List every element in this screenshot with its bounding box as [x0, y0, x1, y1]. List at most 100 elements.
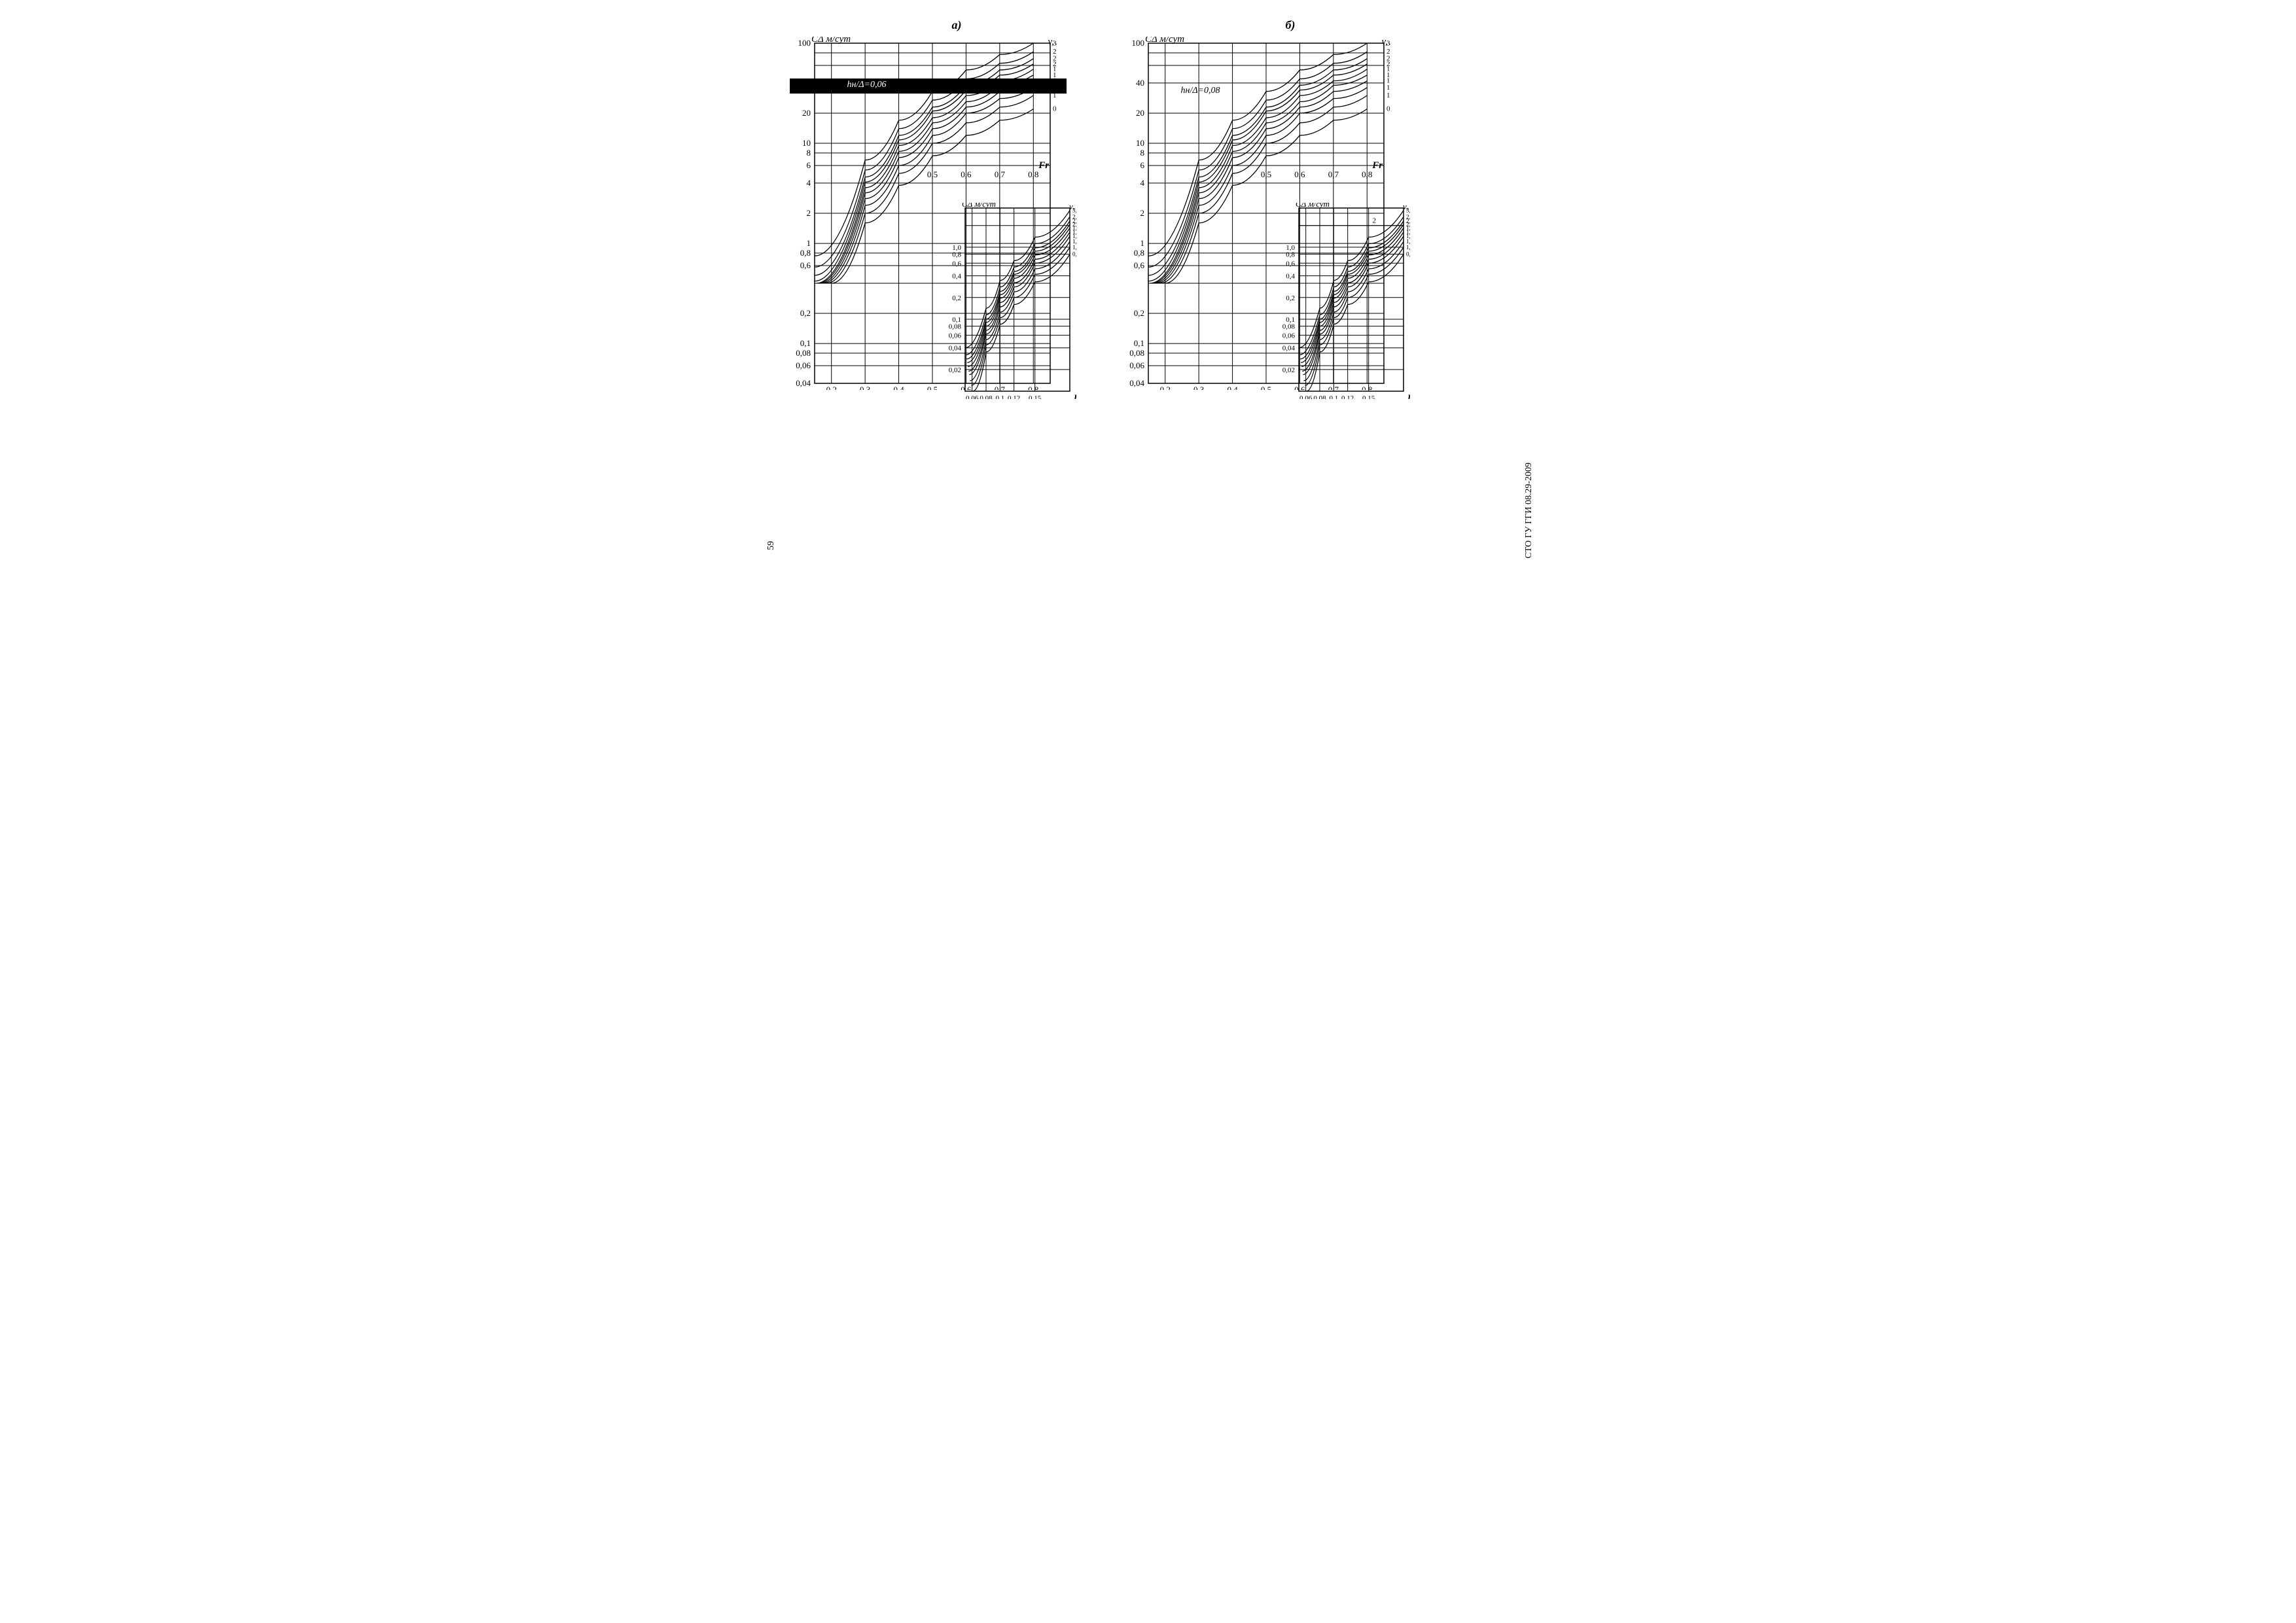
- svg-text:Fr: Fr: [1407, 393, 1410, 399]
- svg-text:8: 8: [806, 148, 811, 158]
- svg-text:3,0: 3,0: [1053, 40, 1057, 48]
- svg-text:0,6: 0,6: [1286, 260, 1295, 268]
- svg-text:0,1: 0,1: [800, 338, 810, 348]
- svg-text:0,15: 0,15: [1029, 394, 1042, 399]
- svg-text:2,2: 2,2: [1053, 55, 1057, 63]
- page-number: 59: [766, 541, 777, 550]
- svg-text:20: 20: [1136, 108, 1144, 118]
- svg-text:0,8: 0,8: [1028, 169, 1038, 179]
- svg-text:0,6: 0,6: [952, 260, 961, 268]
- svg-text:0,06: 0,06: [966, 394, 979, 399]
- svg-text:0,1: 0,1: [1133, 338, 1144, 348]
- svg-text:3,0: 3,0: [1386, 40, 1390, 48]
- doc-code: СТО ГУ ГГИ 08.29-2009: [1524, 462, 1534, 559]
- svg-text:0,6: 0,6: [800, 260, 811, 270]
- svg-text:0,5: 0,5: [927, 169, 937, 179]
- svg-text:6: 6: [1140, 160, 1144, 170]
- svg-text:4: 4: [1140, 178, 1144, 188]
- svg-text:0,02: 0,02: [948, 366, 961, 374]
- svg-text:0,7: 0,7: [1328, 169, 1339, 179]
- svg-text:0,12: 0,12: [1341, 394, 1354, 399]
- svg-text:0,12: 0,12: [1008, 394, 1020, 399]
- svg-text:1,0: 1,0: [1286, 244, 1295, 252]
- svg-text:CΔ м/сут: CΔ м/сут: [962, 203, 996, 209]
- svg-text:2: 2: [806, 208, 811, 218]
- svg-text:0,5: 0,5: [927, 385, 937, 390]
- svg-text:Fr: Fr: [1073, 393, 1076, 399]
- svg-text:0,1: 0,1: [995, 394, 1004, 399]
- black-band-a: [790, 79, 1067, 94]
- svg-text:0,08: 0,08: [1129, 348, 1144, 358]
- svg-text:0,6: 0,6: [1294, 169, 1305, 179]
- svg-text:0,6: 0,6: [1133, 260, 1144, 270]
- svg-text:4: 4: [806, 178, 811, 188]
- svg-text:0,8: 0,8: [1362, 169, 1372, 179]
- svg-text:0,4: 0,4: [1227, 385, 1238, 390]
- svg-text:CΔ м/сут: CΔ м/сут: [1145, 37, 1184, 44]
- svg-text:0,02: 0,02: [1282, 366, 1294, 374]
- svg-text:0,5: 0,5: [1260, 169, 1271, 179]
- hd-label-b: hн/Δ=0,08: [1181, 86, 1220, 96]
- svg-text:0,08: 0,08: [948, 323, 961, 331]
- svg-text:0,8: 0,8: [1053, 105, 1057, 113]
- svg-text:1,0: 1,0: [952, 244, 961, 252]
- svg-text:0,7: 0,7: [994, 169, 1005, 179]
- svg-text:1,0: 1,0: [1386, 92, 1390, 99]
- svg-text:0,4: 0,4: [1286, 273, 1295, 281]
- svg-text:100: 100: [1131, 38, 1144, 48]
- svg-text:0,4: 0,4: [893, 385, 904, 390]
- svg-text:0,5: 0,5: [1260, 385, 1271, 390]
- svg-text:CΔ м/сут: CΔ м/сут: [811, 37, 851, 44]
- svg-text:0,2: 0,2: [1286, 294, 1295, 302]
- panel-a-label: а): [952, 18, 962, 32]
- svg-text:1,0: 1,0: [1072, 244, 1076, 251]
- svg-text:8: 8: [1140, 148, 1144, 158]
- svg-text:0,08: 0,08: [980, 394, 993, 399]
- svg-text:0,2: 0,2: [800, 308, 810, 318]
- svg-text:0,04: 0,04: [948, 345, 961, 353]
- svg-text:1,0: 1,0: [1406, 244, 1410, 251]
- svg-text:2,5: 2,5: [1053, 48, 1057, 56]
- svg-text:0,2: 0,2: [952, 294, 961, 302]
- svg-text:0,4: 0,4: [952, 273, 961, 281]
- svg-text:0,8: 0,8: [1072, 251, 1076, 258]
- svg-text:20: 20: [802, 108, 811, 118]
- svg-text:0,06: 0,06: [1299, 394, 1313, 399]
- svg-text:0,1: 0,1: [1329, 394, 1338, 399]
- svg-text:0,8: 0,8: [1133, 248, 1144, 258]
- svg-text:0,8: 0,8: [800, 248, 810, 258]
- svg-text:0,8: 0,8: [1386, 105, 1390, 113]
- svg-text:Fr: Fr: [1038, 160, 1049, 171]
- svg-text:CΔ м/сут: CΔ м/сут: [1296, 203, 1330, 209]
- svg-text:6: 6: [806, 160, 811, 170]
- svg-text:0,6: 0,6: [961, 169, 972, 179]
- svg-text:40: 40: [1136, 78, 1144, 88]
- svg-text:0,2: 0,2: [1159, 385, 1170, 390]
- svg-text:0,8: 0,8: [1406, 251, 1410, 258]
- svg-text:0,2: 0,2: [1133, 308, 1144, 318]
- svg-text:0,15: 0,15: [1362, 394, 1375, 399]
- svg-text:1,2: 1,2: [1386, 84, 1390, 92]
- svg-text:0,06: 0,06: [948, 332, 961, 340]
- svg-text:10: 10: [802, 138, 811, 148]
- svg-text:0,06: 0,06: [796, 360, 811, 370]
- svg-text:2: 2: [1372, 217, 1376, 225]
- svg-text:0,06: 0,06: [1282, 332, 1295, 340]
- svg-text:0,08: 0,08: [796, 348, 811, 358]
- svg-text:0,08: 0,08: [1282, 323, 1295, 331]
- svg-text:10: 10: [1136, 138, 1144, 148]
- svg-text:0,06: 0,06: [1129, 360, 1144, 370]
- svg-text:2,5: 2,5: [1406, 213, 1410, 220]
- panel-b-label: б): [1286, 18, 1296, 32]
- svg-text:2,2: 2,2: [1386, 55, 1390, 63]
- svg-text:0,8: 0,8: [1286, 251, 1295, 259]
- svg-text:0,04: 0,04: [796, 378, 811, 388]
- hd-label-a: hн/Δ=0,06: [847, 80, 887, 90]
- svg-text:2,5: 2,5: [1386, 48, 1390, 56]
- svg-text:0,04: 0,04: [1129, 378, 1144, 388]
- svg-text:1: 1: [1140, 238, 1144, 248]
- svg-text:0,1: 0,1: [952, 316, 961, 324]
- svg-text:100: 100: [798, 38, 811, 48]
- svg-text:3,0: 3,0: [1072, 207, 1076, 214]
- svg-text:0,2: 0,2: [826, 385, 836, 390]
